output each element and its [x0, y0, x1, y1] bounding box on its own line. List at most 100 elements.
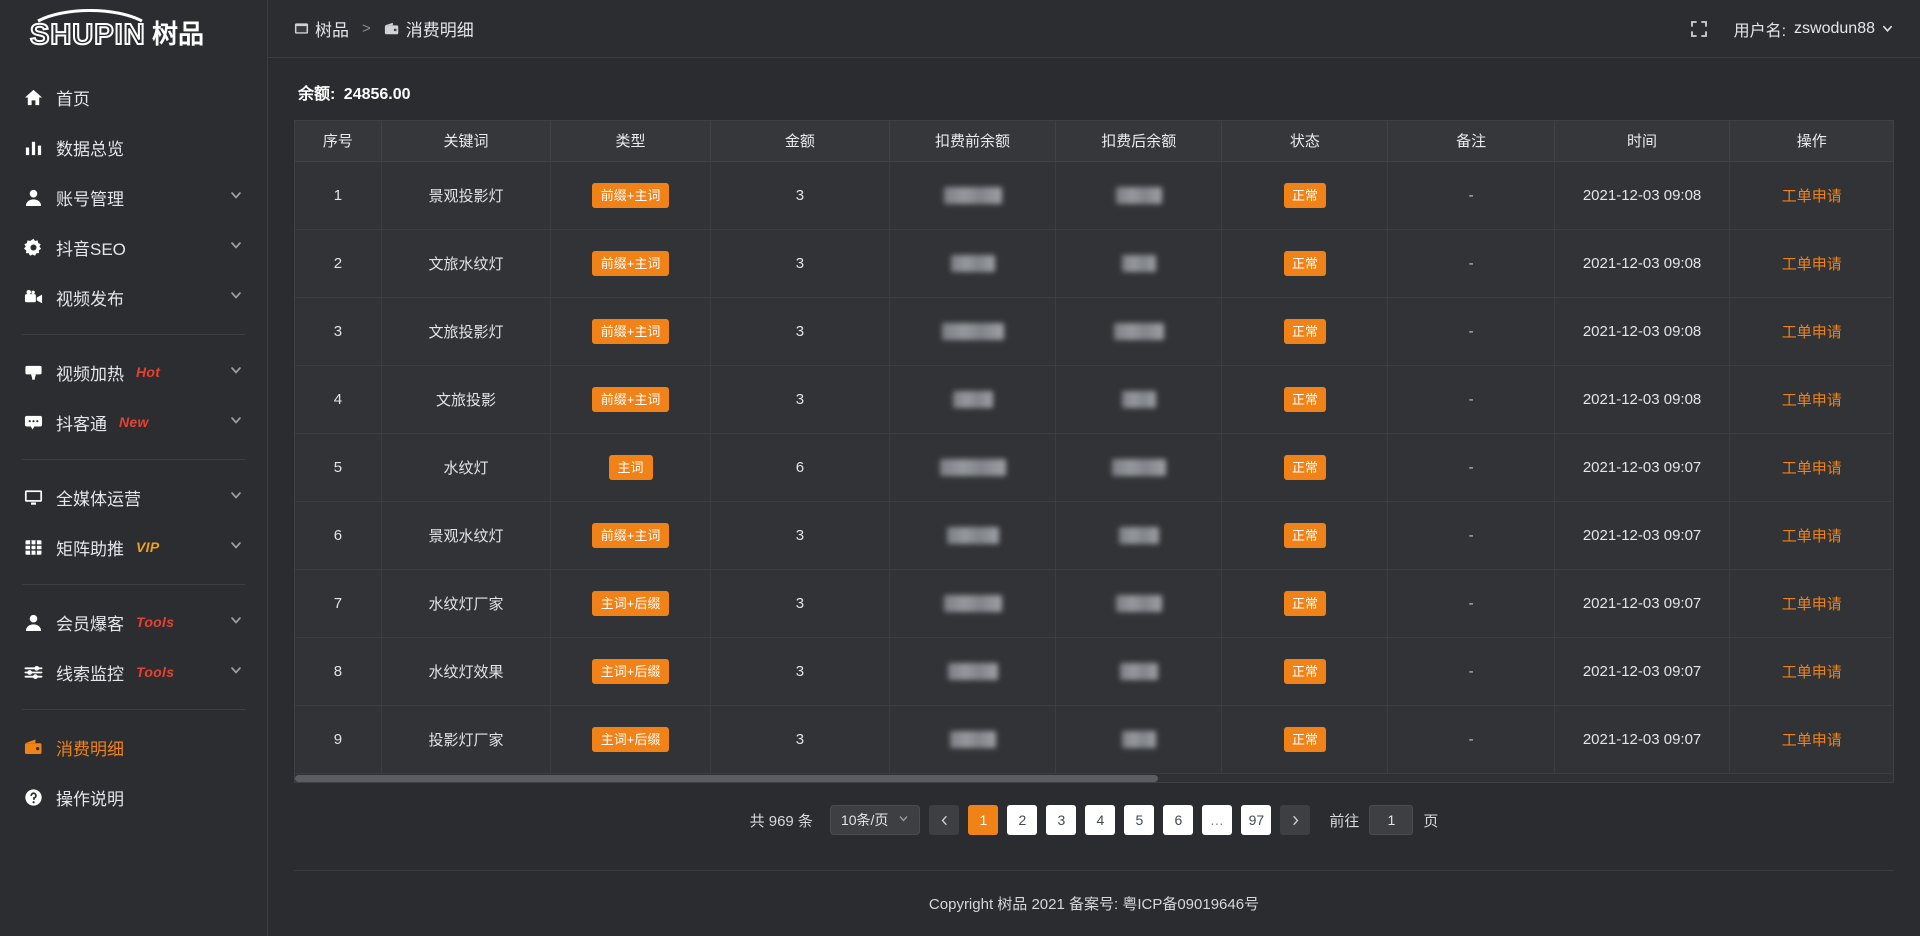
table-column-header: 扣费前余额 [889, 121, 1057, 162]
window-icon [294, 21, 309, 36]
cell-type: 前缀+主词 [550, 297, 711, 366]
cell-amount: 6 [710, 433, 890, 502]
cell-action: 工单申请 [1729, 161, 1893, 230]
pagination-page-button[interactable]: 5 [1124, 805, 1155, 835]
cell-type: 主词+后缀 [550, 637, 711, 706]
cell-status: 正常 [1221, 569, 1389, 638]
sidebar-item-矩阵助推[interactable]: 矩阵助推 VIP [0, 522, 267, 572]
user-name: zswodun88 [1794, 19, 1875, 37]
pagination-prev-button[interactable] [929, 805, 960, 835]
breadcrumb-current-label: 消费明细 [405, 21, 474, 40]
monitor-icon [22, 486, 44, 508]
user-label: 用户名: [1733, 22, 1787, 40]
pagination-page-button[interactable]: 3 [1046, 805, 1077, 835]
breadcrumb-item-root[interactable]: 树品 [294, 16, 349, 41]
jump-page-input[interactable] [1369, 805, 1414, 835]
chevron-down-icon [229, 362, 243, 382]
status-badge: 正常 [1283, 454, 1326, 480]
user-menu[interactable]: 用户名: zswodun88 [1734, 17, 1894, 41]
sidebar-item-label: 矩阵助推 [56, 539, 124, 559]
work-order-link[interactable]: 工单申请 [1781, 459, 1842, 477]
work-order-link[interactable]: 工单申请 [1781, 731, 1842, 749]
sidebar-item-全媒体运营[interactable]: 全媒体运营 [0, 472, 267, 522]
cell-index: 9 [295, 705, 382, 773]
sidebar-item-消费明细[interactable]: 消费明细 [0, 722, 267, 772]
sidebar-item-会员爆客[interactable]: 会员爆客 Tools [0, 597, 267, 647]
status-badge: 正常 [1283, 250, 1326, 276]
sidebar-item-数据总览[interactable]: 数据总览 [0, 122, 267, 172]
sidebar-item-账号管理[interactable]: 账号管理 [0, 172, 267, 222]
topbar: 树品 > 消费明细 用户名: zswodun88 [268, 0, 1920, 58]
table-column-header: 时间 [1554, 121, 1731, 162]
chevron-down-icon [1881, 22, 1894, 35]
sidebar-item-抖客通[interactable]: 抖客通 New [0, 397, 267, 447]
cell-time: 2021-12-03 09:07 [1554, 433, 1731, 502]
type-tag: 前缀+主词 [591, 318, 670, 344]
sidebar-item-视频加热[interactable]: 视频加热 Hot [0, 347, 267, 397]
chevron-down-icon [229, 287, 243, 307]
redacted-value [1115, 186, 1162, 204]
work-order-link[interactable]: 工单申请 [1781, 595, 1842, 613]
pagination-ellipsis[interactable]: … [1202, 805, 1233, 835]
cell-type: 前缀+主词 [550, 161, 711, 230]
cell-remark: - [1387, 365, 1555, 434]
pagination-page-button[interactable]: 2 [1007, 805, 1038, 835]
table-row: 5 水纹灯 主词 6 正常 - 2021-12-03 09:07 工单申请 [295, 433, 1893, 502]
cell-balance-before [889, 433, 1057, 502]
fullscreen-icon[interactable] [1690, 20, 1708, 38]
balance-value: 24856.00 [343, 86, 411, 103]
sidebar-item-视频发布[interactable]: 视频发布 [0, 272, 267, 322]
cell-status: 正常 [1221, 161, 1389, 230]
brand-logo[interactable]: SHUPIN 树品 [0, 0, 267, 58]
sidebar-item-首页[interactable]: 首页 [0, 72, 267, 122]
cell-status: 正常 [1221, 229, 1389, 298]
sidebar-item-label: 抖客通 [56, 414, 107, 434]
horizontal-scrollbar[interactable] [295, 773, 1893, 782]
pagination-page-button[interactable]: 6 [1163, 805, 1194, 835]
remark-value: - [1468, 730, 1474, 748]
balance-label: 余额: [298, 86, 336, 103]
work-order-link[interactable]: 工单申请 [1781, 187, 1842, 205]
pagination-page-button[interactable]: 1 [968, 805, 999, 835]
cell-balance-after [1055, 433, 1223, 502]
cell-type: 主词+后缀 [550, 705, 711, 773]
cell-index: 4 [295, 365, 382, 434]
redacted-value [952, 390, 993, 408]
balance-line: 余额: 24856.00 [294, 58, 1894, 120]
cell-action: 工单申请 [1729, 705, 1893, 773]
table-row: 8 水纹灯效果 主词+后缀 3 正常 - 2021-12-03 09:07 工单申请 [295, 637, 1893, 706]
chevron-down-icon [229, 612, 243, 632]
redacted-value [1111, 458, 1166, 476]
work-order-link[interactable]: 工单申请 [1781, 527, 1842, 545]
jump-unit: 页 [1423, 812, 1439, 830]
chevron-down-icon [229, 187, 243, 207]
pagination-page-button[interactable]: 4 [1085, 805, 1116, 835]
sidebar-item-badge: VIP [136, 539, 160, 555]
pagination-next-button[interactable] [1280, 805, 1311, 835]
redacted-value [1119, 662, 1158, 680]
work-order-link[interactable]: 工单申请 [1781, 663, 1842, 681]
scrollbar-thumb[interactable] [295, 775, 1158, 782]
type-tag: 前缀+主词 [591, 182, 670, 208]
topbar-right: 用户名: zswodun88 [1690, 17, 1894, 41]
remark-value: - [1468, 186, 1474, 204]
work-order-link[interactable]: 工单申请 [1781, 255, 1842, 273]
main-area: 树品 > 消费明细 用户名: zswodun88 [268, 0, 1920, 936]
breadcrumb-item-current[interactable]: 消费明细 [384, 16, 474, 41]
cell-balance-after [1055, 705, 1223, 773]
pagination-page-button[interactable]: 97 [1241, 805, 1272, 835]
work-order-link[interactable]: 工单申请 [1781, 323, 1842, 341]
work-order-link[interactable]: 工单申请 [1781, 391, 1842, 409]
sidebar-item-抖音SEO[interactable]: 抖音SEO [0, 222, 267, 272]
sidebar-item-线索监控[interactable]: 线索监控 Tools [0, 647, 267, 697]
redacted-value [939, 458, 1006, 476]
table-row: 7 水纹灯厂家 主词+后缀 3 正常 - 2021-12-03 09:07 工单申请 [295, 569, 1893, 638]
cell-remark: - [1387, 229, 1555, 298]
cell-status: 正常 [1221, 297, 1389, 366]
cell-balance-after [1055, 569, 1223, 638]
table-column-header: 备注 [1387, 121, 1555, 162]
cell-status: 正常 [1221, 365, 1389, 434]
sidebar-item-label: 首页 [56, 89, 90, 109]
page-size-select[interactable]: 10条/页 [829, 805, 921, 835]
sidebar-item-操作说明[interactable]: 操作说明 [0, 772, 267, 822]
